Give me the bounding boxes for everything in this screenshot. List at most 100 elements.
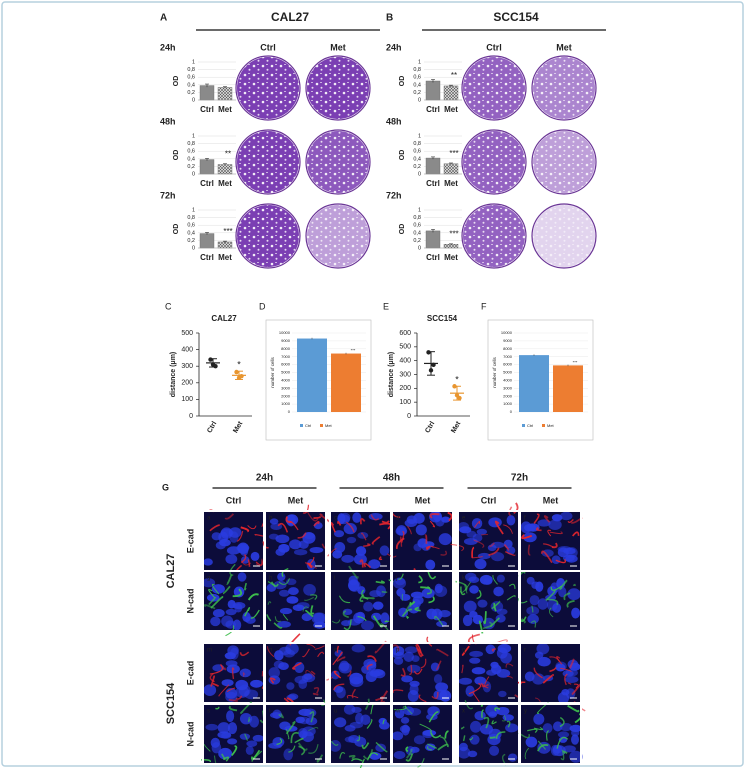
micrograph	[329, 565, 392, 632]
well-stain	[307, 57, 369, 119]
y-tick-label: 0,2	[187, 90, 195, 96]
membrane-stain	[493, 602, 497, 612]
membrane-stain	[231, 667, 235, 680]
membrane-stain	[430, 732, 442, 739]
data-point	[426, 350, 431, 355]
nucleus	[497, 643, 512, 654]
membrane-stain	[405, 746, 409, 753]
nucleus	[569, 750, 583, 763]
legend-swatch	[320, 424, 323, 427]
x-tick-label: Ctrl	[200, 253, 214, 262]
condition-header: Met	[543, 495, 559, 505]
nucleus	[565, 669, 578, 677]
y-tick-label: 7000	[281, 354, 291, 359]
membrane-stain	[569, 658, 575, 669]
nucleus	[391, 731, 404, 741]
nucleus	[210, 616, 221, 627]
y-tick-label: 0,6	[187, 223, 195, 229]
panel-letter: r	[524, 648, 526, 654]
membrane-stain	[309, 711, 315, 723]
membrane-stain	[489, 736, 496, 739]
x-tick-label: Ctrl	[206, 420, 218, 434]
nucleus	[227, 738, 238, 745]
nucleus	[355, 546, 367, 556]
panel-letter: i	[334, 576, 335, 582]
membrane-stain	[363, 562, 372, 569]
well-stain	[237, 57, 299, 119]
y-tick-label: 8000	[503, 346, 513, 351]
nucleus	[537, 598, 549, 610]
membrane-stain	[363, 543, 371, 547]
membrane-stain	[247, 525, 257, 530]
panel-letter: q	[462, 648, 465, 654]
bar	[443, 163, 459, 175]
nucleus	[565, 554, 578, 563]
membrane-stain	[491, 648, 496, 652]
membrane-stain	[520, 618, 526, 624]
membrane-stain	[267, 581, 276, 588]
nucleus	[272, 737, 285, 748]
membrane-stain	[362, 596, 375, 600]
membrane-stain	[348, 565, 359, 579]
membrane-stain	[464, 699, 474, 710]
membrane-stain	[527, 728, 538, 734]
membrane-stain	[556, 736, 569, 749]
membrane-stain	[413, 668, 423, 675]
nucleus	[368, 559, 381, 569]
y-tick-label: 9000	[503, 338, 513, 343]
panel-letter: l	[524, 576, 525, 582]
nucleus	[496, 574, 505, 583]
nucleus	[203, 684, 217, 696]
membrane-stain	[461, 645, 470, 656]
well-stain	[533, 131, 595, 193]
micrograph	[201, 563, 265, 637]
nucleus	[239, 668, 251, 678]
nucleus	[226, 546, 241, 555]
nucleus	[212, 608, 225, 618]
nucleus	[564, 676, 579, 683]
nucleus	[332, 550, 343, 559]
membrane-stain	[384, 620, 390, 623]
panel-letter: p	[396, 648, 400, 654]
y-tick-label: 1000	[503, 401, 513, 406]
well-stain	[307, 131, 369, 193]
y-tick-label: 0,6	[413, 75, 421, 81]
nucleus	[303, 673, 313, 680]
membrane-stain	[212, 682, 219, 687]
membrane-stain	[440, 736, 449, 746]
y-tick-label: 400	[181, 346, 193, 353]
nucleus	[238, 684, 251, 697]
nucleus	[249, 715, 260, 728]
nucleus	[303, 583, 316, 596]
panel-letter: g	[207, 576, 210, 582]
nucleus	[298, 679, 308, 690]
nucleus	[505, 723, 519, 733]
membrane-stain	[402, 706, 413, 715]
nucleus	[232, 619, 242, 631]
membrane-stain	[547, 598, 559, 606]
nucleus	[250, 551, 260, 561]
membrane-stain	[460, 586, 466, 596]
y-tick-label: 4000	[281, 377, 291, 382]
membrane-stain	[506, 675, 513, 679]
membrane-stain	[549, 607, 554, 618]
nucleus	[357, 531, 369, 539]
membrane-stain	[292, 662, 302, 670]
panel-label: A	[160, 13, 167, 24]
y-tick-label: 5000	[503, 370, 513, 375]
micrograph	[455, 570, 520, 634]
x-tick-label: Met	[218, 179, 232, 188]
nucleus	[527, 614, 539, 624]
bar	[425, 157, 441, 175]
nucleus	[469, 734, 480, 745]
membrane-stain	[567, 682, 572, 685]
membrane-stain	[447, 511, 453, 522]
significance: *	[237, 360, 241, 370]
membrane-stain	[306, 510, 319, 522]
data-point	[452, 384, 457, 389]
y-axis-label: OD	[399, 224, 406, 235]
nucleus	[498, 690, 507, 698]
membrane-stain	[356, 735, 361, 742]
micrograph	[264, 633, 327, 709]
membrane-stain	[471, 546, 475, 558]
